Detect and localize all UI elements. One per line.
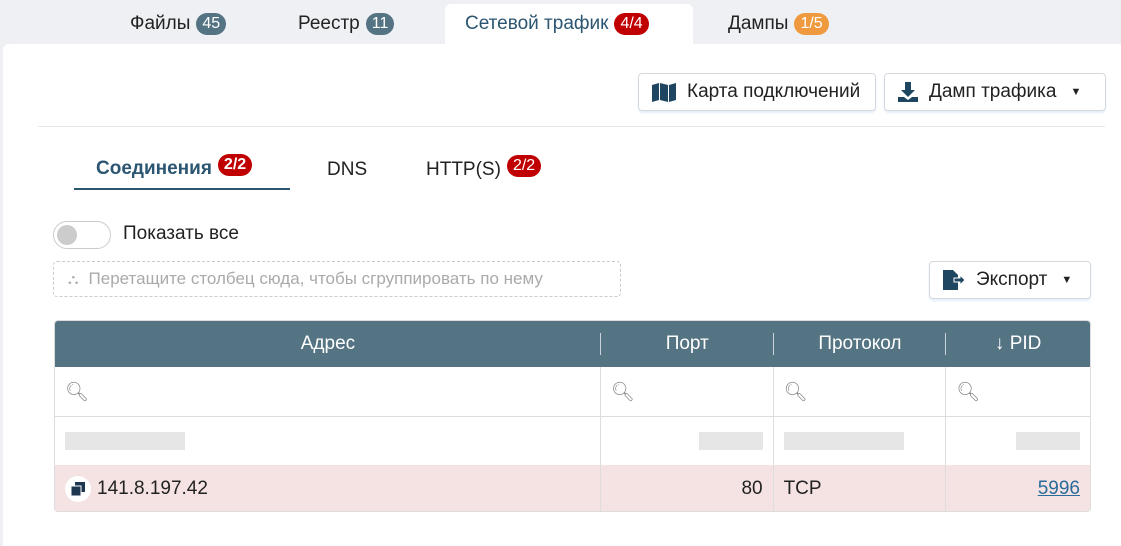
count-badge: 2/2: [506, 155, 542, 177]
group-placeholder: Перетащите столбец сюда, чтобы сгруппиро…: [88, 269, 543, 288]
map-icon: [652, 83, 676, 102]
pid-filter[interactable]: 🔍︎: [946, 367, 1090, 416]
address-value: 141.8.197.42: [97, 478, 208, 499]
search-icon: 🔍︎: [956, 381, 981, 403]
table-header: Адрес Порт Протокол ↓ PID: [55, 321, 1090, 367]
column-header-pid[interactable]: ↓ PID: [994, 333, 1042, 354]
port-filter[interactable]: 🔍︎: [601, 367, 774, 416]
copy-icon[interactable]: [65, 476, 91, 502]
search-icon: 🔍︎: [610, 381, 636, 403]
count-badge: 2/2: [217, 154, 253, 176]
count-badge: 4/4: [614, 13, 649, 35]
search-icon: 🔍︎: [783, 381, 808, 403]
column-header-port[interactable]: Порт: [601, 321, 774, 367]
subtab-https[interactable]: HTTP(S) 2/2: [426, 150, 542, 190]
pid-link[interactable]: 5996: [1037, 478, 1080, 499]
subtab-label: DNS: [327, 159, 368, 180]
show-all-label: Показать все: [123, 223, 239, 244]
skeleton-cell: [601, 417, 774, 465]
tab-label: Сетевой трафик: [465, 13, 609, 34]
button-label: Карта подключений: [687, 81, 861, 102]
tab-dumps[interactable]: Дампы 1/5: [708, 4, 849, 44]
traffic-dump-button[interactable]: Дамп трафика ▼: [884, 73, 1106, 111]
protocol-filter[interactable]: 🔍︎: [774, 367, 947, 416]
search-icon: 🔍︎: [65, 381, 90, 403]
tab-files[interactable]: Файлы 45: [110, 4, 246, 44]
export-button[interactable]: Экспорт ▼: [929, 261, 1091, 299]
subtab-label: HTTP(S): [426, 159, 501, 180]
count-badge: 1/5: [794, 13, 829, 35]
filter-row: 🔍︎ 🔍︎ 🔍︎ 🔍︎: [55, 367, 1090, 417]
count-badge: 45: [196, 13, 227, 35]
address-filter[interactable]: 🔍︎: [55, 367, 601, 416]
divider: [38, 126, 1105, 127]
tab-network-traffic[interactable]: Сетевой трафик 4/4: [445, 4, 693, 44]
connection-map-button[interactable]: Карта подключений: [638, 73, 876, 111]
main-tabs: Файлы 45 Реестр 11 Сетевой трафик 4/4 Дампы…: [0, 0, 1121, 44]
caret-down-icon: ▼: [1070, 86, 1082, 98]
tab-registry[interactable]: Реестр 11: [278, 4, 414, 44]
tab-label: Реестр: [298, 13, 360, 34]
tab-label: Файлы: [130, 13, 191, 34]
skeleton-bar: [698, 432, 763, 450]
skeleton-cell: [946, 417, 1090, 465]
skeleton-cell: [55, 417, 601, 465]
subtab-dns[interactable]: DNS: [327, 150, 367, 190]
skeleton-bar: [1016, 432, 1080, 450]
group-drop-zone[interactable]: ⛬ Перетащите столбец сюда, чтобы сгруппи…: [53, 261, 621, 297]
group-icon: ⛬: [68, 270, 79, 288]
port-value: 80: [601, 465, 774, 511]
caret-down-icon: ▼: [1061, 274, 1073, 286]
column-header-protocol[interactable]: Протокол: [774, 321, 947, 367]
count-badge: 11: [365, 13, 395, 35]
table-row[interactable]: 141.8.197.42 80 TCP 5996: [55, 465, 1090, 511]
download-icon: [898, 82, 918, 102]
loading-row: [55, 417, 1090, 465]
subtab-connections[interactable]: Соединения 2/2: [74, 150, 290, 190]
file-export-icon: [943, 270, 966, 290]
protocol-value: TCP: [774, 465, 947, 511]
show-all-toggle[interactable]: [53, 221, 111, 249]
connections-table: Адрес Порт Протокол ↓ PID 🔍︎ 🔍︎ 🔍︎ 🔍︎ 14…: [54, 320, 1091, 512]
column-header-address[interactable]: Адрес: [55, 321, 601, 367]
subtab-label: Соединения: [96, 158, 212, 179]
button-label: Дамп трафика: [929, 81, 1057, 102]
skeleton-bar: [783, 432, 904, 450]
tab-label: Дампы: [728, 13, 789, 34]
button-label: Экспорт: [976, 269, 1048, 290]
skeleton-cell: [774, 417, 947, 465]
skeleton-bar: [65, 432, 185, 450]
address-cell: 141.8.197.42: [55, 465, 601, 511]
